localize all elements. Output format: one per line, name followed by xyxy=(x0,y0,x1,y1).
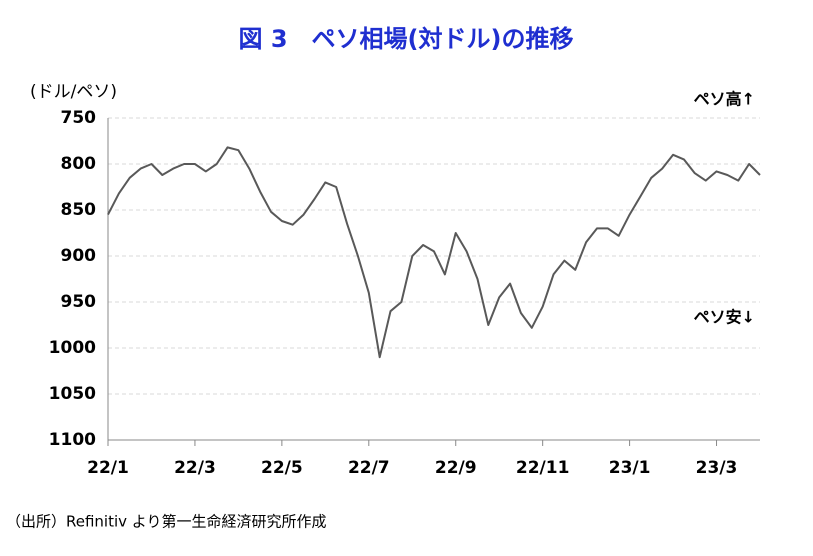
y-tick-label: 1050 xyxy=(49,384,96,404)
x-tick-label: 22/11 xyxy=(516,458,570,478)
x-tick-label: 22/5 xyxy=(261,458,303,478)
x-tick-label: 22/1 xyxy=(87,458,129,478)
source-note: （出所）Refinitiv より第一生命経済研究所作成 xyxy=(6,513,327,531)
y-tick-label: 750 xyxy=(61,108,97,128)
x-tick-label: 22/9 xyxy=(435,458,477,478)
data-line xyxy=(107,146,761,359)
chart-title: 図 3 ペソ相場(対ドル)の推移 xyxy=(239,25,574,53)
y-tick-label: 1000 xyxy=(49,338,96,358)
y-tick-label: 850 xyxy=(61,200,97,220)
annotation: ペソ高↑ xyxy=(694,90,755,109)
x-tick-label: 23/1 xyxy=(609,458,651,478)
x-tick-label: 22/7 xyxy=(348,458,390,478)
annotation: ペソ安↓ xyxy=(694,308,755,327)
y-tick-label: 900 xyxy=(61,246,97,266)
y-tick-label: 1100 xyxy=(49,430,96,450)
x-tick-label: 23/3 xyxy=(696,458,738,478)
y-tick-label: 950 xyxy=(61,292,97,312)
x-tick-label: 22/3 xyxy=(174,458,216,478)
y-axis-label: (ドル/ペソ) xyxy=(30,82,117,102)
y-tick-label: 800 xyxy=(61,154,97,174)
